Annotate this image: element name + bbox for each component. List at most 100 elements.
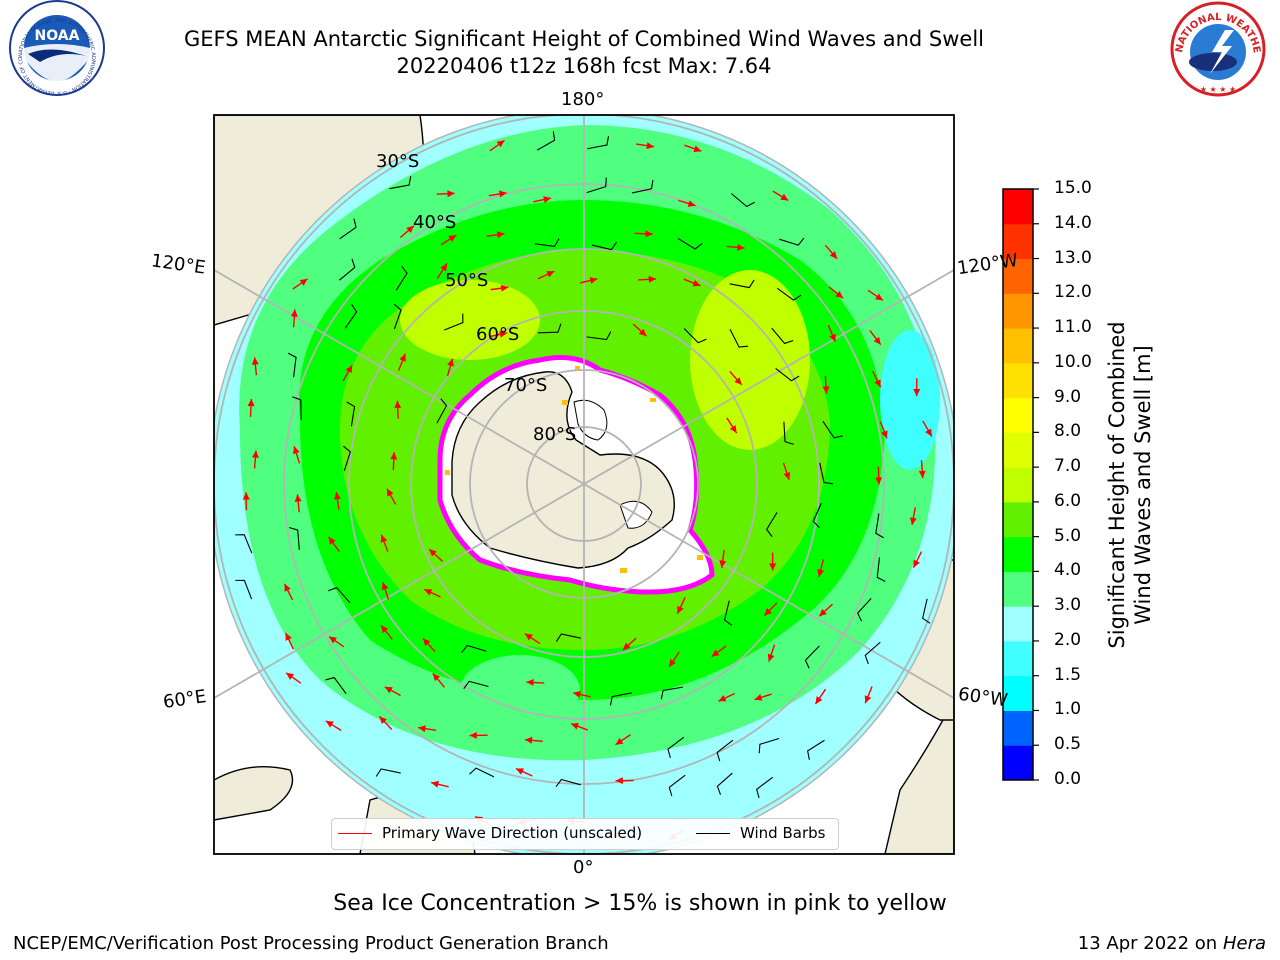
- wind-barb: [668, 774, 686, 797]
- colorbar-bin: [1003, 640, 1033, 677]
- wind-barb: [729, 279, 755, 289]
- colorbar-bin: [1003, 745, 1033, 781]
- colorbar-tick-label: 7.0: [1054, 456, 1082, 477]
- wave-arrow-head: [325, 720, 334, 728]
- wave-arrow-head: [829, 333, 836, 342]
- wind-barb: [804, 645, 820, 669]
- wind-barb: [723, 600, 733, 626]
- wave-arrow-head: [524, 633, 533, 641]
- nws-ring-text: NATIONAL WEATHER SERVICE: [0, 0, 1262, 54]
- colorbar-tick-label: 1.5: [1054, 664, 1082, 685]
- colorbar-bin: [1003, 675, 1033, 711]
- wave-arrow-head: [780, 193, 789, 201]
- wind-barb: [534, 238, 560, 248]
- wave-arrow-head: [615, 777, 623, 785]
- wind-barb: [346, 401, 356, 427]
- colorbar-bin: [1003, 223, 1033, 260]
- wave-arrow-head: [638, 328, 647, 337]
- wave-arrow-head: [242, 492, 250, 500]
- wave-arrow-head: [543, 196, 552, 203]
- wave-arrow-head: [432, 673, 441, 682]
- wave-arrow-head: [677, 605, 684, 614]
- wave-arrow-head: [386, 488, 394, 497]
- lat-label-60s: 60°S: [476, 324, 520, 345]
- nws-logo: NATIONAL WEATHER SERVICE ★ ★ ★ ★: [0, 0, 1266, 97]
- wave-arrow-head: [646, 142, 655, 150]
- wave-arrow-head: [247, 398, 255, 407]
- wave-arrow-head: [546, 271, 555, 278]
- wave-arrow-head: [284, 583, 291, 592]
- wind-barb: [292, 396, 302, 420]
- wind-barb: [395, 265, 408, 291]
- wave-arrow-head: [718, 695, 727, 702]
- wave-arrow-head: [418, 725, 426, 733]
- wind-barb: [536, 131, 556, 151]
- wave-arrow-head: [913, 388, 921, 397]
- colorbar-bin: [1003, 536, 1033, 572]
- wind-barb: [756, 776, 774, 799]
- wave-arrow-head: [819, 608, 827, 617]
- lat-label-30s: 30°S: [376, 151, 420, 172]
- colorbar-title-line1: Significant Height of Combined: [1105, 321, 1129, 649]
- wave-arrow-head: [829, 251, 838, 259]
- polar-map: [214, 115, 954, 854]
- wind-barb: [856, 598, 872, 622]
- colorbar-bin: [1003, 362, 1033, 399]
- wave-arrow-head: [925, 428, 932, 437]
- wave-arrow-head: [381, 582, 389, 591]
- colorbar-tick-label: 0.0: [1054, 769, 1082, 789]
- wind-barb: [667, 736, 685, 759]
- wind-barb: [776, 287, 802, 301]
- wind-barb: [338, 258, 356, 281]
- colorbar-bin: [1003, 432, 1033, 468]
- wave-arrow-head: [645, 230, 653, 238]
- colorbar-tick-label: 13.0: [1054, 247, 1092, 268]
- wave-arrow-head: [874, 379, 881, 388]
- wave-arrow-head: [692, 279, 701, 287]
- wave-arrow-head: [711, 649, 720, 657]
- lat-label-40s: 40°S: [413, 212, 457, 233]
- map-legend: Primary Wave Direction (unscaled) Wind B…: [331, 818, 839, 850]
- legend-red-line: [338, 833, 372, 834]
- map-subtitle: 20220406 t12z 168h fcst Max: 7.64: [396, 54, 772, 78]
- wind-barb: [783, 421, 794, 445]
- wave-arrow-head: [394, 400, 402, 409]
- wind-barb: [864, 641, 881, 665]
- wave-arrow-head: [571, 722, 579, 730]
- wind-barb: [660, 686, 683, 700]
- wave-arrow-head: [918, 470, 926, 479]
- wind-barb: [683, 328, 707, 344]
- wave-arrow-head: [329, 636, 337, 644]
- date-value: 13 Apr 2022 on: [1077, 933, 1223, 954]
- machine-name: Hera: [1222, 933, 1266, 954]
- colorbar-tick-label: 9.0: [1054, 386, 1082, 407]
- wave-arrow-head: [589, 277, 598, 284]
- colorbar-bin: [1003, 571, 1033, 607]
- wind-barb: [469, 767, 495, 778]
- wind-barb: [812, 502, 822, 529]
- wind-barb: [586, 331, 612, 341]
- wave-arrow-head: [669, 659, 677, 667]
- colorbar-tick-label: 1.0: [1054, 699, 1082, 720]
- credit-text: NCEP/EMC/Verification Post Processing Pr…: [13, 933, 609, 954]
- wave-arrow-head: [864, 695, 872, 704]
- wave-arrow-head: [448, 235, 457, 242]
- wave-arrow-head: [524, 736, 533, 744]
- wind-barb: [875, 513, 884, 539]
- wind-barb: [339, 218, 357, 240]
- wind-barb: [819, 462, 833, 485]
- wind-barb: [876, 557, 886, 582]
- wave-arrow-head: [498, 190, 507, 198]
- noaa-logo-text: NOAA: [35, 28, 80, 44]
- wave-arrow-head: [290, 309, 298, 317]
- wave-arrow-head: [447, 358, 454, 367]
- wave-arrow-head: [384, 686, 393, 694]
- wave-arrow-head: [499, 330, 508, 338]
- wave-arrow-head: [881, 430, 888, 439]
- wave-arrow-head: [754, 694, 763, 701]
- wind-barb: [343, 445, 351, 472]
- colorbar-tick-label: 5.0: [1054, 525, 1082, 546]
- wave-arrow-head: [328, 536, 336, 545]
- wave-arrow-head: [719, 560, 727, 568]
